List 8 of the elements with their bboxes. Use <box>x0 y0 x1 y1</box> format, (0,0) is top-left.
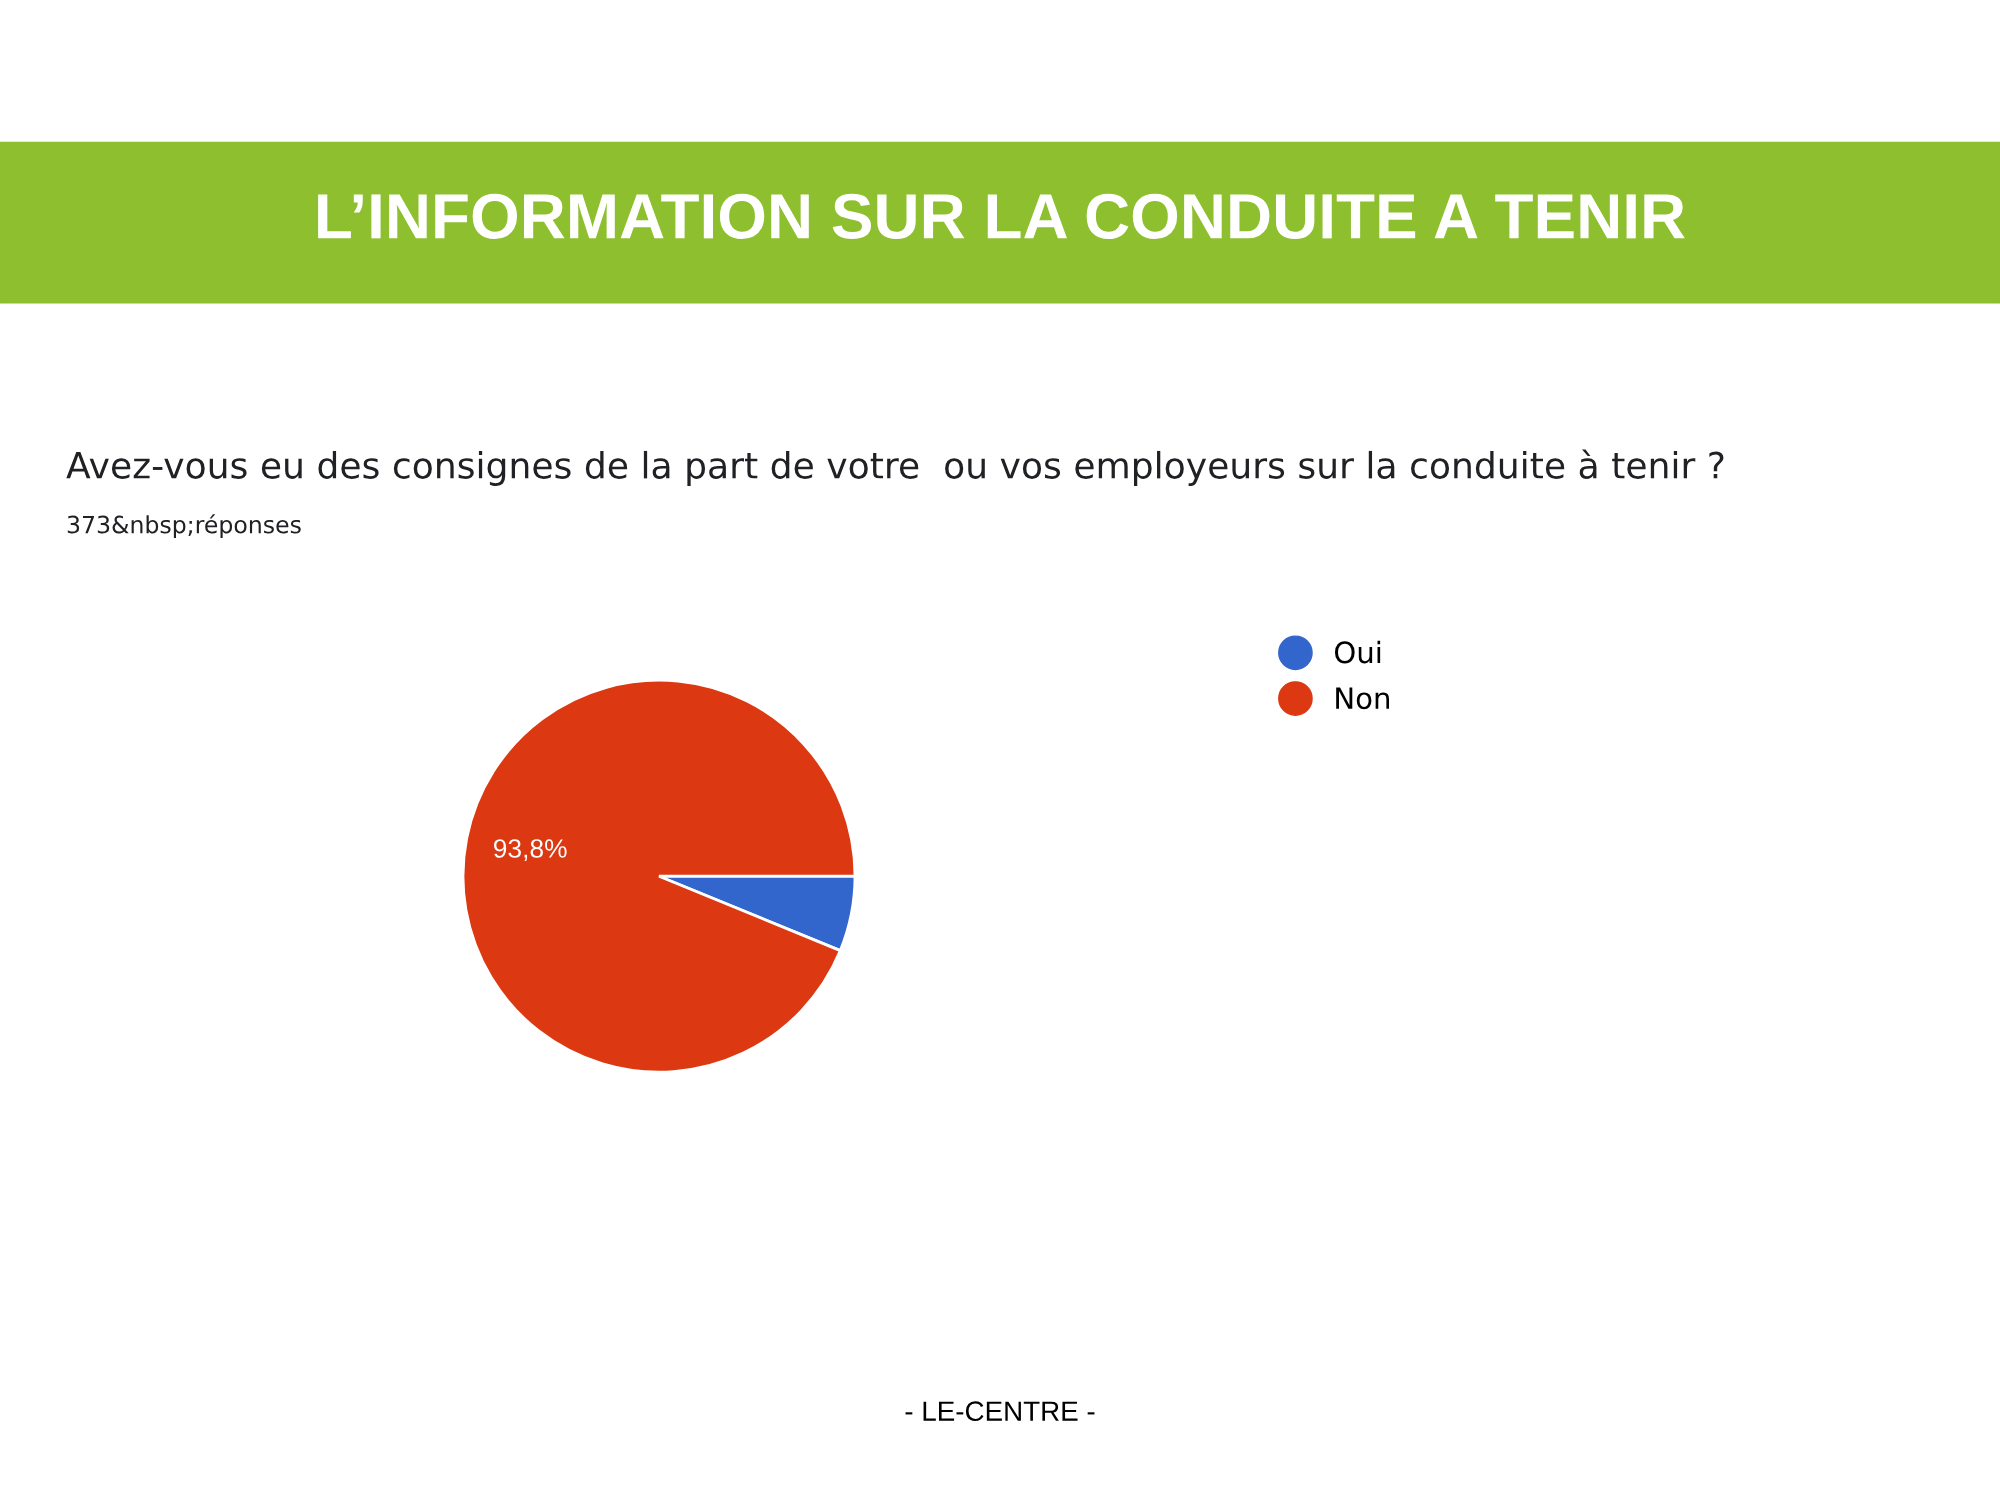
legend-label: Oui <box>1334 640 1381 664</box>
data-label: 93,8% <box>493 839 567 861</box>
legend-label: Non <box>1336 687 1390 710</box>
chart-title: L’INFORMATION SUR LA CONDUITE A TENIR <box>318 193 1685 239</box>
chart-subtitle: Avez-vous eu des consignes de la part de votre ou vos employeurs sur la conduite à tenir ? <box>66 449 1724 486</box>
pie-slice <box>461 678 857 1074</box>
text: - LE-CENTRE - <box>905 1401 1095 1422</box>
text: 373&nbsp;réponses <box>67 514 301 539</box>
